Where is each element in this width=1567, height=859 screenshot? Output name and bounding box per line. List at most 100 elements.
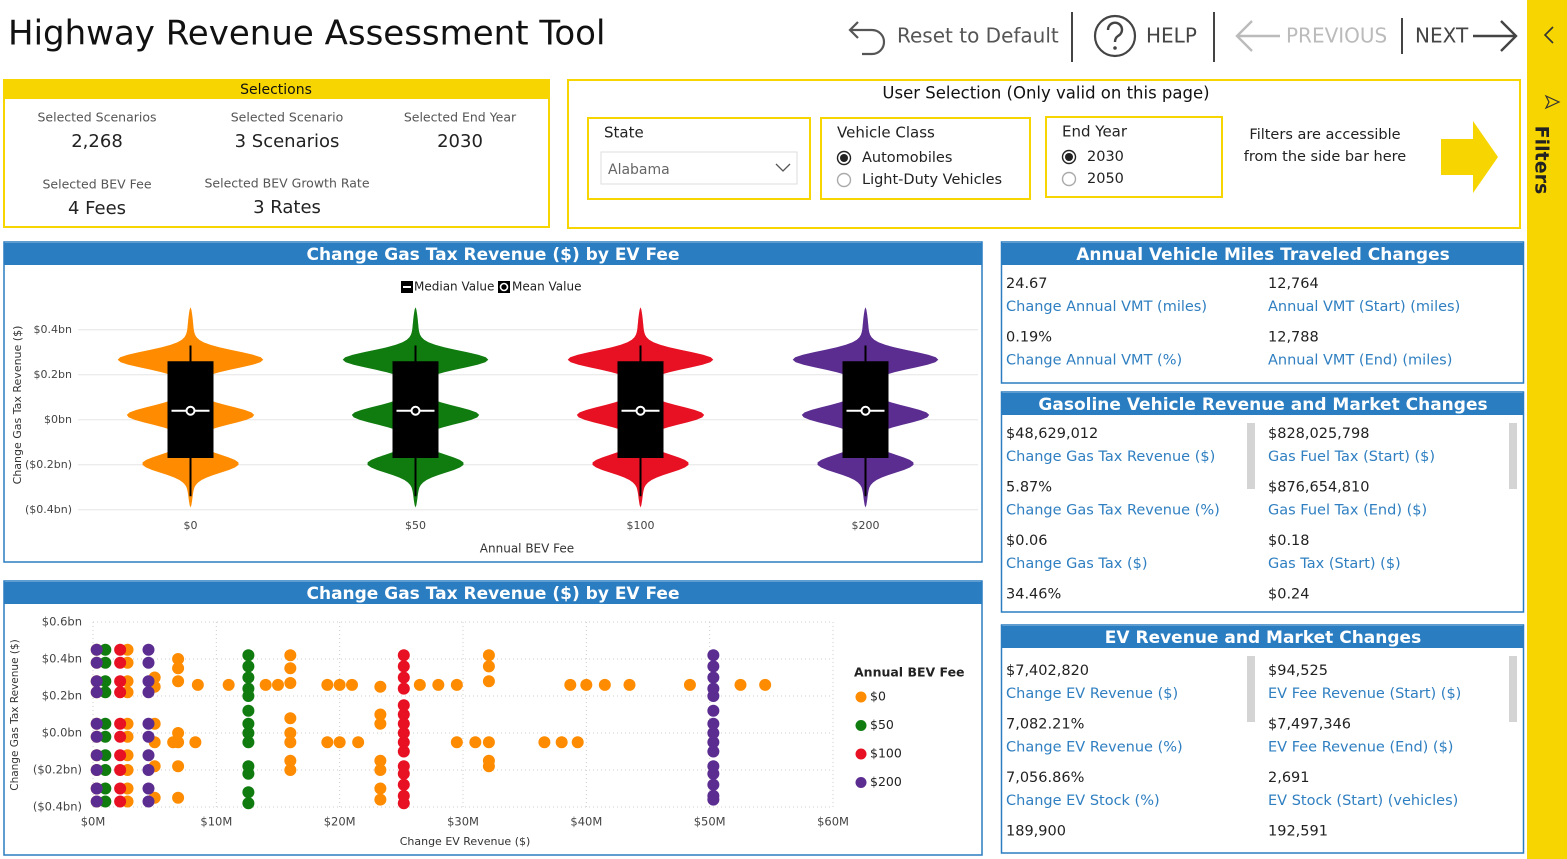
scatter-point: [333, 736, 346, 749]
scatter-point: [707, 660, 720, 673]
y-tick-label: $0.2bn: [42, 689, 82, 703]
scatter-point: [272, 678, 284, 691]
scatter-point: [90, 782, 103, 795]
radio-button[interactable]: [1061, 171, 1077, 187]
scatter-point: [759, 678, 772, 691]
scatter-point: [114, 675, 127, 688]
kpi-label: Gas Tax (Start) ($): [1268, 556, 1401, 572]
scatter-point: [90, 643, 103, 656]
kpi-panel: [1000, 391, 1525, 613]
x-tick-label: $0M: [81, 815, 106, 829]
y-axis-label: Change Gas Tax Revenue ($): [9, 639, 21, 791]
radio-label[interactable]: Light-Duty Vehicles: [862, 172, 1002, 188]
scatter-point: [242, 797, 255, 810]
scatter-point: [623, 678, 636, 691]
scatter-point: [397, 727, 410, 739]
scatter-point: [321, 678, 334, 691]
scatter-point: [242, 786, 255, 799]
scatter-point: [99, 749, 112, 762]
panel-header: [1002, 393, 1523, 415]
radio-button[interactable]: [836, 172, 852, 188]
scatter-point: [191, 678, 204, 691]
scrollbar: [1509, 656, 1517, 722]
help-label[interactable]: HELP: [1146, 24, 1197, 48]
scatter-point: [397, 797, 410, 810]
x-axis-label: Annual BEV Fee: [480, 542, 574, 556]
kpi-value: 189,900: [1006, 824, 1066, 840]
legend-marker: [855, 691, 867, 703]
scatter-point: [99, 795, 112, 808]
kpi-label: Selected End Year: [404, 110, 517, 125]
scatter-point: [707, 727, 720, 739]
scatter-point: [242, 671, 255, 684]
scatter-point: [99, 764, 112, 776]
panel-header: [1002, 626, 1523, 648]
kpi-value: $0.06: [1006, 533, 1048, 549]
chart-title: Change Gas Tax Revenue ($) by EV Fee: [306, 245, 679, 265]
sidebar-arrow: [1441, 121, 1498, 193]
radio-label[interactable]: 2050: [1087, 171, 1124, 187]
dropdown-value[interactable]: Alabama: [608, 162, 670, 178]
card-title: User Selection (Only valid on this page): [882, 84, 1209, 103]
scatter-point: [284, 649, 297, 662]
scatter-point: [482, 675, 495, 688]
help-button[interactable]: [1093, 14, 1137, 58]
scatter-point: [242, 649, 255, 662]
next-label[interactable]: NEXT: [1415, 24, 1469, 48]
previous-button[interactable]: [1235, 20, 1280, 52]
kpi-label: Change Annual VMT (miles): [1006, 299, 1207, 315]
y-axis-label: Change Gas Tax Revenue ($): [11, 326, 24, 485]
card-title: Selections: [240, 82, 312, 98]
kpi-label: Selected BEV Growth Rate: [204, 176, 369, 191]
kpi-value: 4 Fees: [68, 198, 126, 219]
scatter-point: [482, 736, 495, 749]
mean-marker: [860, 405, 871, 416]
sidebar-label[interactable]: Filters: [1531, 126, 1553, 195]
kpi-label: Gas Fuel Tax (End) ($): [1268, 503, 1427, 519]
kpi-value: $7,497,346: [1268, 717, 1351, 733]
kpi-value: 12,764: [1268, 276, 1319, 292]
scatter-point: [114, 643, 127, 656]
scatter-point: [142, 730, 155, 743]
scatter-point: [397, 778, 410, 791]
slicer-label: Vehicle Class: [837, 124, 935, 142]
panel-header: [4, 243, 982, 265]
scatter-point: [90, 717, 103, 730]
scatter-point: [114, 656, 127, 669]
scatter-point: [284, 662, 297, 675]
scatter-point: [346, 678, 358, 691]
scatter-point: [284, 677, 297, 690]
scatter-point: [321, 736, 334, 749]
scatter-point: [683, 678, 696, 691]
scatter-point: [571, 736, 584, 749]
state-dropdown[interactable]: [600, 151, 798, 185]
kpi-panel: [1000, 241, 1525, 384]
reset-button[interactable]: [848, 21, 886, 56]
kpi-value: 2030: [437, 131, 483, 152]
next-button[interactable]: [1473, 20, 1518, 52]
filters-sidebar[interactable]: [1527, 0, 1567, 859]
y-tick-label: ($0.2bn): [25, 458, 72, 471]
scatter-point: [397, 699, 410, 712]
x-tick-label: $50: [405, 519, 426, 532]
scatter-point: [99, 675, 112, 688]
vmt-panel: 24.67 Change Annual VMT (miles) 12,764 Annu…: [1006, 276, 1460, 369]
scatter-point: [172, 662, 185, 675]
previous-label[interactable]: PREVIOUS: [1286, 24, 1387, 48]
reset-label[interactable]: Reset to Default: [897, 24, 1059, 48]
scatter-point: [114, 749, 127, 762]
scatter-point: [114, 782, 127, 795]
radio-label[interactable]: 2030: [1087, 149, 1124, 165]
legend-marker: [855, 720, 867, 731]
collapse-icon[interactable]: [1543, 26, 1554, 44]
radio-label[interactable]: Automobiles: [862, 150, 952, 166]
kpi-value: $828,025,798: [1268, 426, 1369, 442]
legend-label: $0: [870, 689, 886, 704]
kpi-label: EV Stock (Start) (vehicles): [1268, 793, 1458, 809]
x-tick-label: $50M: [694, 815, 726, 829]
kpi-label: Change Gas Tax (%): [1006, 610, 1152, 626]
kpi-label: Change EV Stock (%): [1006, 793, 1160, 809]
scatter-point: [707, 736, 720, 749]
scatter-point: [374, 680, 387, 693]
legend-marker: [855, 777, 867, 788]
